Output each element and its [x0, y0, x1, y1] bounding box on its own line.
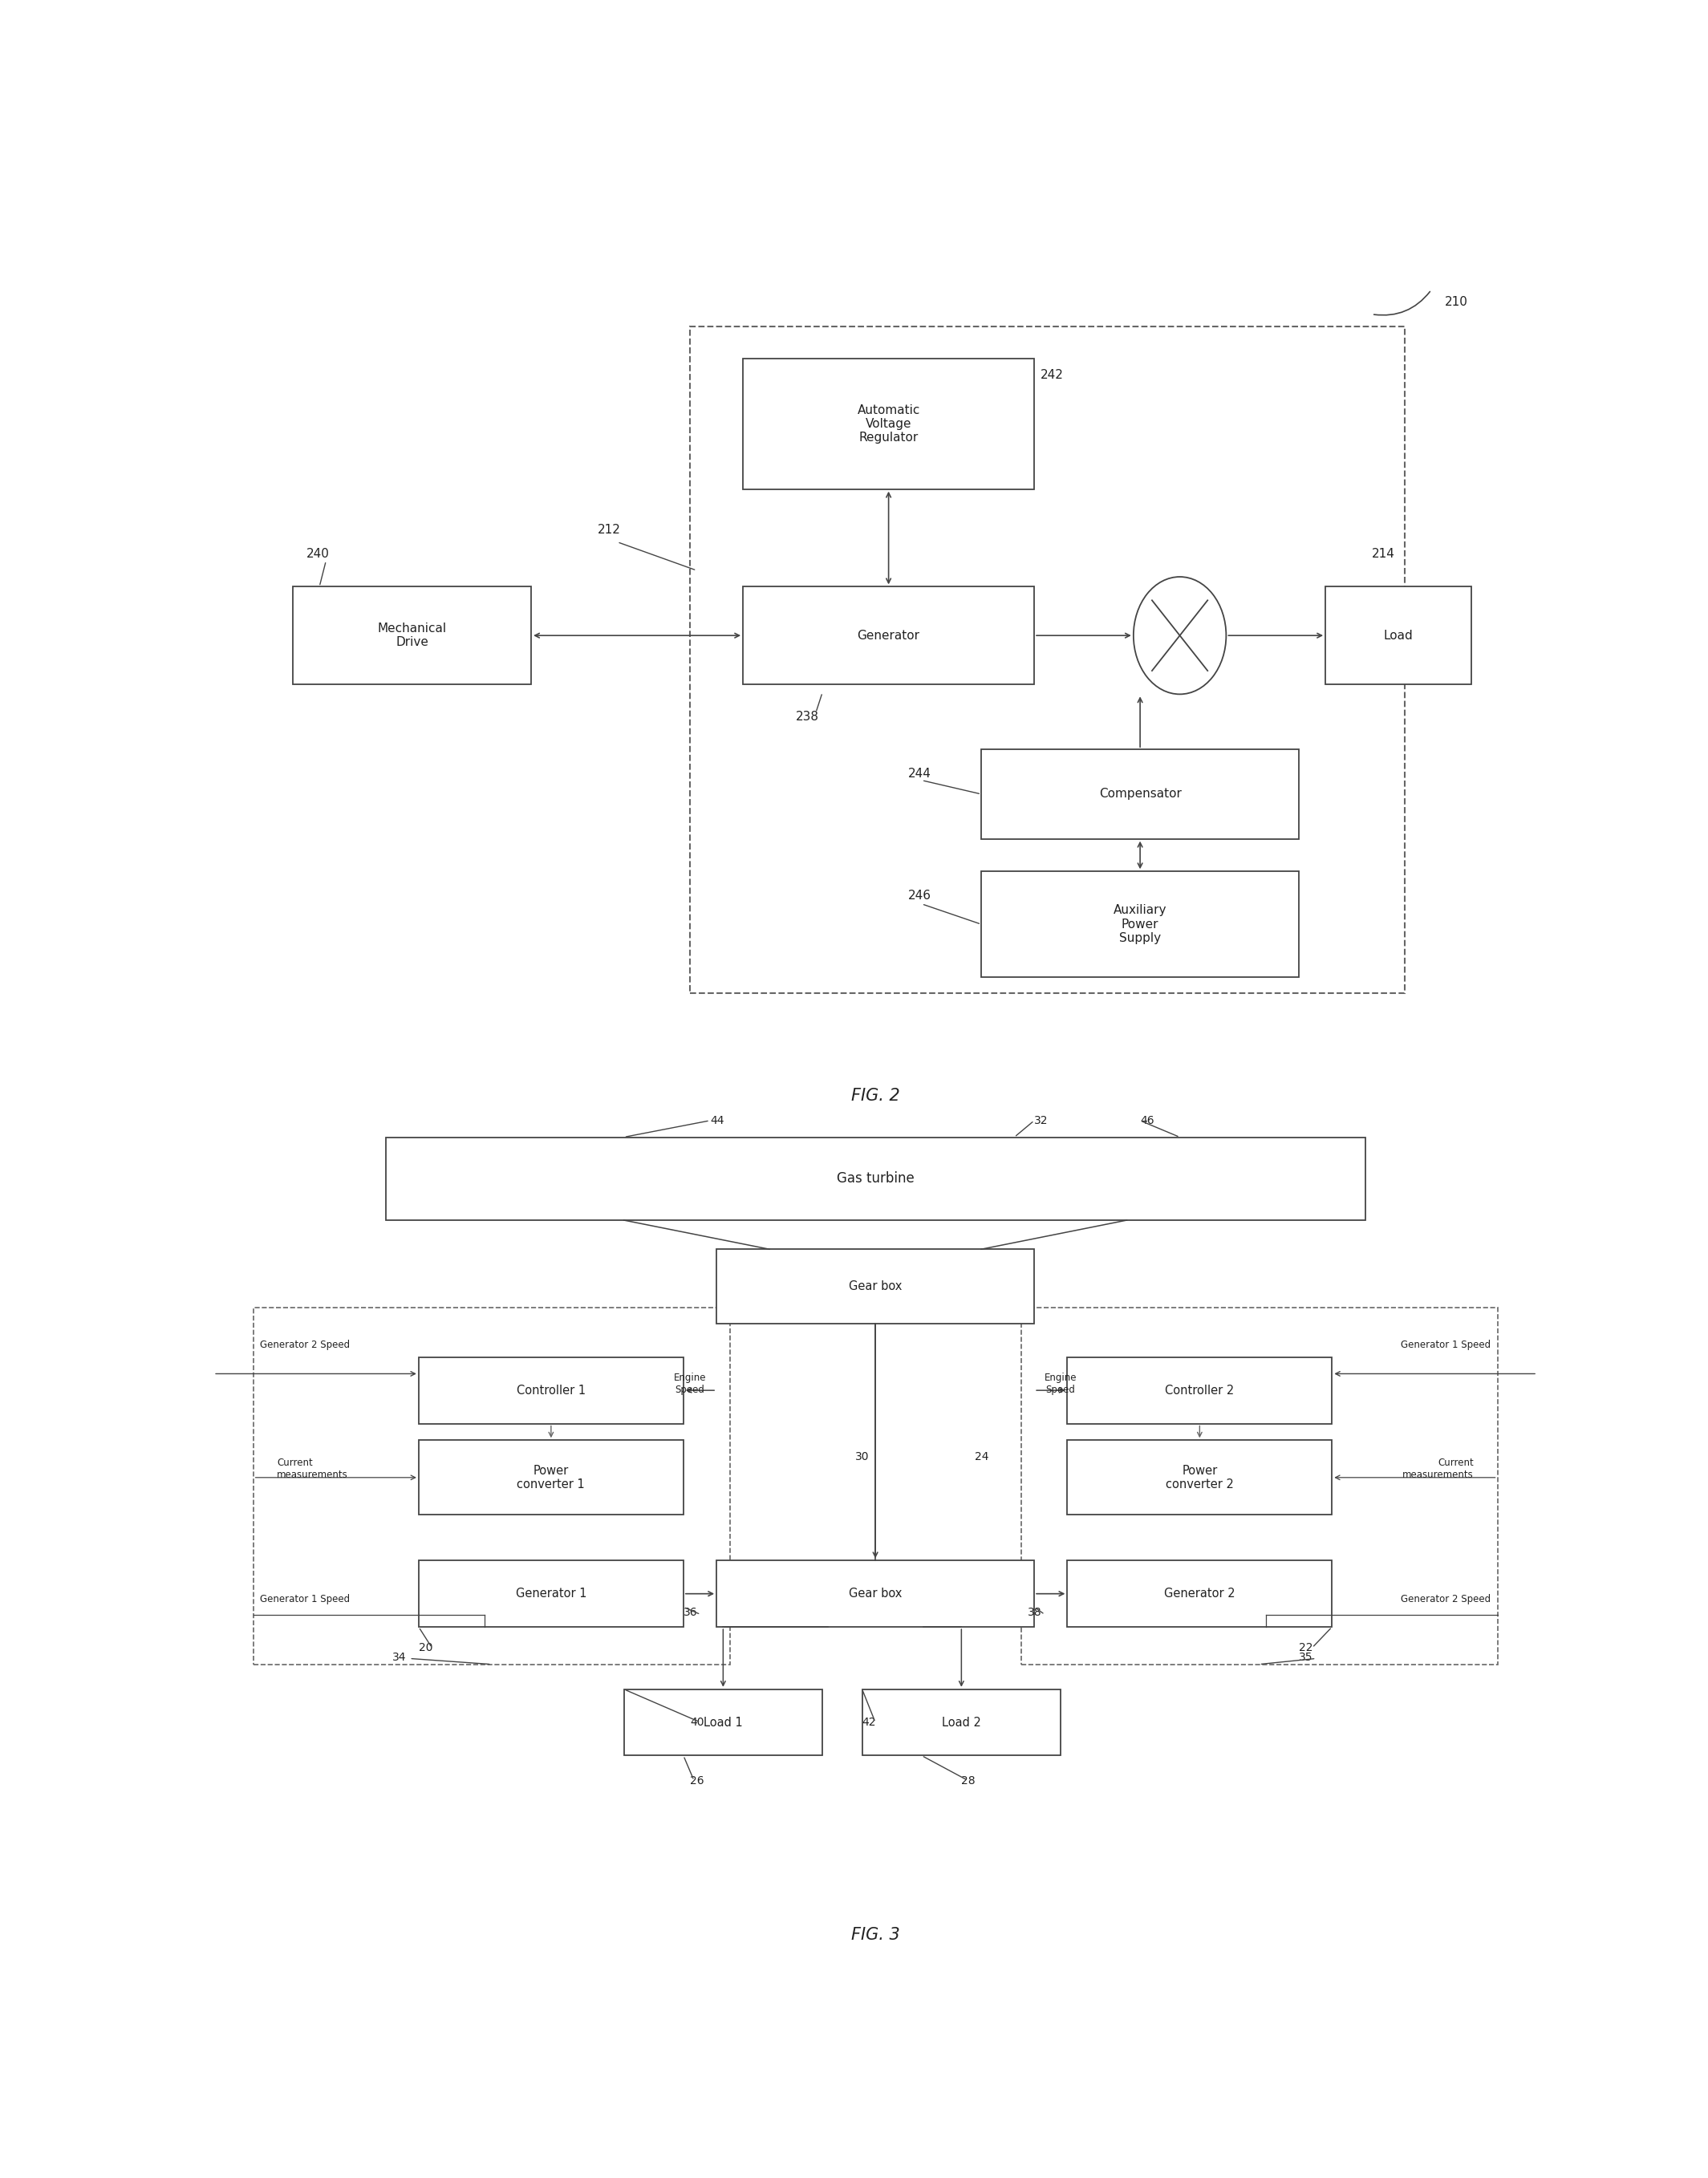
Text: 210: 210 [1445, 296, 1467, 307]
FancyBboxPatch shape [980, 749, 1300, 839]
FancyBboxPatch shape [980, 871, 1300, 978]
Text: 32: 32 [1035, 1115, 1049, 1126]
Text: Load: Load [1383, 629, 1413, 643]
Text: Mechanical
Drive: Mechanical Drive [377, 623, 446, 649]
Text: Generator 1 Speed: Generator 1 Speed [1401, 1339, 1491, 1350]
Text: Power
converter 1: Power converter 1 [518, 1464, 586, 1490]
Text: 240: 240 [306, 549, 330, 560]
Text: 36: 36 [683, 1607, 697, 1618]
Text: 34: 34 [393, 1653, 407, 1664]
Text: 22: 22 [1300, 1642, 1313, 1653]
Text: 38: 38 [1028, 1607, 1042, 1618]
Text: 46: 46 [1141, 1115, 1155, 1126]
FancyBboxPatch shape [1325, 586, 1471, 684]
Text: 28: 28 [962, 1775, 975, 1786]
FancyBboxPatch shape [418, 1559, 683, 1627]
Text: Load 1: Load 1 [704, 1716, 743, 1729]
Text: 30: 30 [856, 1451, 869, 1461]
Text: Controller 1: Controller 1 [516, 1385, 586, 1396]
Text: Current
measurements: Current measurements [277, 1457, 348, 1481]
Text: 246: 246 [909, 891, 931, 902]
Text: Load 2: Load 2 [941, 1716, 980, 1729]
Text: Gear box: Gear box [849, 1588, 902, 1601]
FancyBboxPatch shape [1068, 1357, 1332, 1424]
Text: Compensator: Compensator [1098, 788, 1182, 799]
Text: FIG. 2: FIG. 2 [851, 1089, 900, 1104]
Text: Gas turbine: Gas turbine [837, 1172, 914, 1185]
Text: Generator 1 Speed: Generator 1 Speed [260, 1594, 350, 1605]
FancyBboxPatch shape [294, 586, 531, 684]
Text: Generator 2: Generator 2 [1165, 1588, 1235, 1601]
Text: 238: 238 [796, 710, 820, 723]
Text: Controller 2: Controller 2 [1165, 1385, 1235, 1396]
Text: Gear box: Gear box [849, 1281, 902, 1292]
FancyBboxPatch shape [743, 586, 1035, 684]
Text: 20: 20 [418, 1642, 432, 1653]
Text: Engine
Speed: Engine Speed [673, 1372, 707, 1394]
Text: Automatic
Voltage
Regulator: Automatic Voltage Regulator [857, 405, 921, 444]
Text: FIG. 3: FIG. 3 [851, 1928, 900, 1943]
FancyBboxPatch shape [717, 1250, 1035, 1324]
FancyBboxPatch shape [418, 1357, 683, 1424]
FancyBboxPatch shape [743, 359, 1035, 490]
FancyBboxPatch shape [386, 1137, 1365, 1220]
Text: 44: 44 [711, 1115, 724, 1126]
Text: 40: 40 [690, 1716, 704, 1727]
FancyBboxPatch shape [1068, 1559, 1332, 1627]
Text: Current
measurements: Current measurements [1402, 1457, 1474, 1481]
FancyBboxPatch shape [623, 1690, 823, 1755]
Text: Generator 2 Speed: Generator 2 Speed [260, 1339, 350, 1350]
Text: 35: 35 [1300, 1653, 1313, 1664]
Text: Power
converter 2: Power converter 2 [1165, 1464, 1233, 1490]
Text: Generator: Generator [857, 629, 921, 643]
FancyBboxPatch shape [863, 1690, 1061, 1755]
FancyBboxPatch shape [717, 1559, 1035, 1627]
Text: 242: 242 [1040, 370, 1064, 381]
Text: Engine
Speed: Engine Speed [1044, 1372, 1078, 1394]
Text: 24: 24 [975, 1451, 989, 1461]
Text: 214: 214 [1372, 549, 1395, 560]
Text: 42: 42 [863, 1716, 876, 1727]
Text: Generator 2 Speed: Generator 2 Speed [1401, 1594, 1491, 1605]
Text: 26: 26 [690, 1775, 704, 1786]
FancyBboxPatch shape [1068, 1440, 1332, 1516]
Text: 212: 212 [598, 523, 620, 536]
Text: Auxiliary
Power
Supply: Auxiliary Power Supply [1114, 904, 1167, 945]
FancyBboxPatch shape [418, 1440, 683, 1516]
Text: 244: 244 [909, 769, 931, 780]
Text: Generator 1: Generator 1 [516, 1588, 586, 1601]
